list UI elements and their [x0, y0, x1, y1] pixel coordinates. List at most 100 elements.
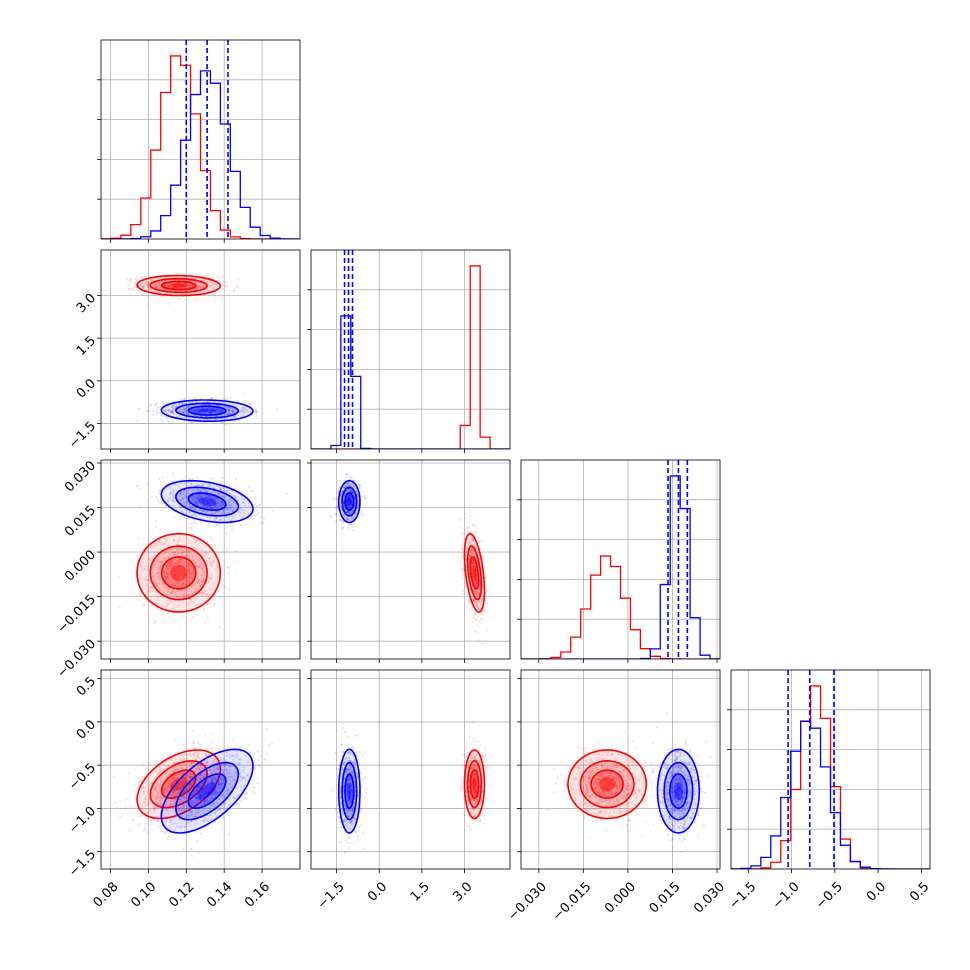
sample-point	[205, 490, 208, 493]
panel-content	[311, 250, 510, 449]
sample-point	[221, 401, 224, 404]
sample-point	[119, 807, 122, 811]
sample-point	[167, 556, 170, 559]
sample-point	[231, 528, 234, 531]
sample-point	[176, 595, 179, 598]
sample-point	[220, 505, 223, 508]
sample-point	[244, 406, 247, 409]
sample-point	[178, 603, 181, 606]
sample-point	[198, 494, 201, 497]
sample-point	[186, 568, 189, 571]
sample-point	[170, 549, 173, 552]
sample-point	[210, 498, 213, 501]
sample-point	[199, 564, 203, 567]
sample-point	[196, 564, 200, 567]
sample-point	[158, 588, 161, 591]
sample-point	[156, 572, 159, 575]
sample-point	[137, 554, 140, 557]
sample-point	[179, 500, 183, 503]
sample-point	[173, 539, 176, 542]
sample-point	[185, 555, 188, 559]
sample-point	[157, 566, 160, 569]
sample-point	[217, 404, 220, 407]
sample-point	[207, 415, 210, 418]
sample-point	[469, 514, 472, 517]
sample-point	[204, 499, 207, 502]
sample-point	[206, 408, 209, 411]
sample-point	[196, 408, 199, 411]
sample-point	[479, 540, 482, 543]
sample-point	[203, 504, 206, 507]
sample-point	[135, 419, 138, 422]
sample-point	[195, 400, 198, 403]
sample-point	[219, 404, 223, 408]
sample-point	[144, 568, 147, 571]
sample-point	[207, 406, 210, 410]
sample-point	[243, 509, 246, 512]
sample-point	[196, 581, 199, 584]
sample-point	[142, 285, 145, 288]
sample-point	[474, 630, 477, 634]
sample-point	[272, 509, 275, 512]
sample-point	[191, 555, 195, 558]
sample-point	[215, 414, 219, 417]
sample-point	[182, 501, 185, 504]
sample-point	[132, 285, 135, 288]
sample-point	[181, 583, 184, 586]
sample-point	[192, 506, 195, 509]
sample-point	[139, 284, 142, 287]
sample-point	[211, 407, 214, 410]
sample-point	[205, 593, 208, 596]
sample-point	[167, 562, 170, 565]
sample-point	[170, 592, 173, 595]
sample-point	[188, 478, 191, 481]
sample-point	[212, 599, 215, 602]
sample-point	[213, 409, 216, 412]
sample-point	[147, 569, 150, 572]
sample-point	[348, 476, 351, 479]
sample-point	[162, 582, 165, 585]
sample-point	[173, 283, 176, 286]
sample-point	[206, 515, 209, 519]
sample-point	[176, 579, 179, 582]
sample-point	[158, 283, 161, 286]
sample-point	[155, 602, 159, 605]
sample-point	[214, 505, 217, 508]
sample-point	[228, 412, 231, 415]
sample-point	[163, 279, 167, 282]
sample-point	[182, 406, 185, 410]
sample-point	[190, 590, 193, 593]
sample-point	[169, 592, 173, 595]
sample-point	[135, 281, 138, 284]
sample-point	[208, 557, 211, 560]
sample-point	[205, 408, 208, 412]
sample-point	[173, 286, 176, 289]
sample-point	[173, 554, 176, 557]
sample-point	[186, 553, 189, 557]
sample-point	[481, 614, 484, 617]
sample-point	[206, 496, 209, 499]
sample-point	[178, 281, 181, 285]
panel-content	[521, 460, 720, 659]
sample-point	[162, 287, 165, 290]
sample-point	[232, 411, 235, 414]
sample-point	[155, 543, 158, 546]
sample-point	[185, 292, 188, 295]
sample-point	[124, 807, 127, 810]
sample-point	[211, 486, 214, 489]
sample-point	[213, 499, 216, 502]
sample-point	[174, 285, 177, 288]
sample-point	[165, 588, 168, 591]
sample-point	[192, 554, 195, 558]
sample-point	[240, 409, 243, 412]
sample-point	[194, 291, 197, 294]
sample-point	[139, 591, 142, 594]
sample-point	[200, 580, 203, 583]
sample-point	[211, 286, 214, 289]
sample-point	[228, 524, 232, 527]
sample-point	[188, 557, 191, 560]
sample-point	[197, 496, 200, 499]
sample-point	[210, 564, 214, 567]
sample-point	[189, 598, 193, 601]
sample-point	[167, 421, 170, 424]
